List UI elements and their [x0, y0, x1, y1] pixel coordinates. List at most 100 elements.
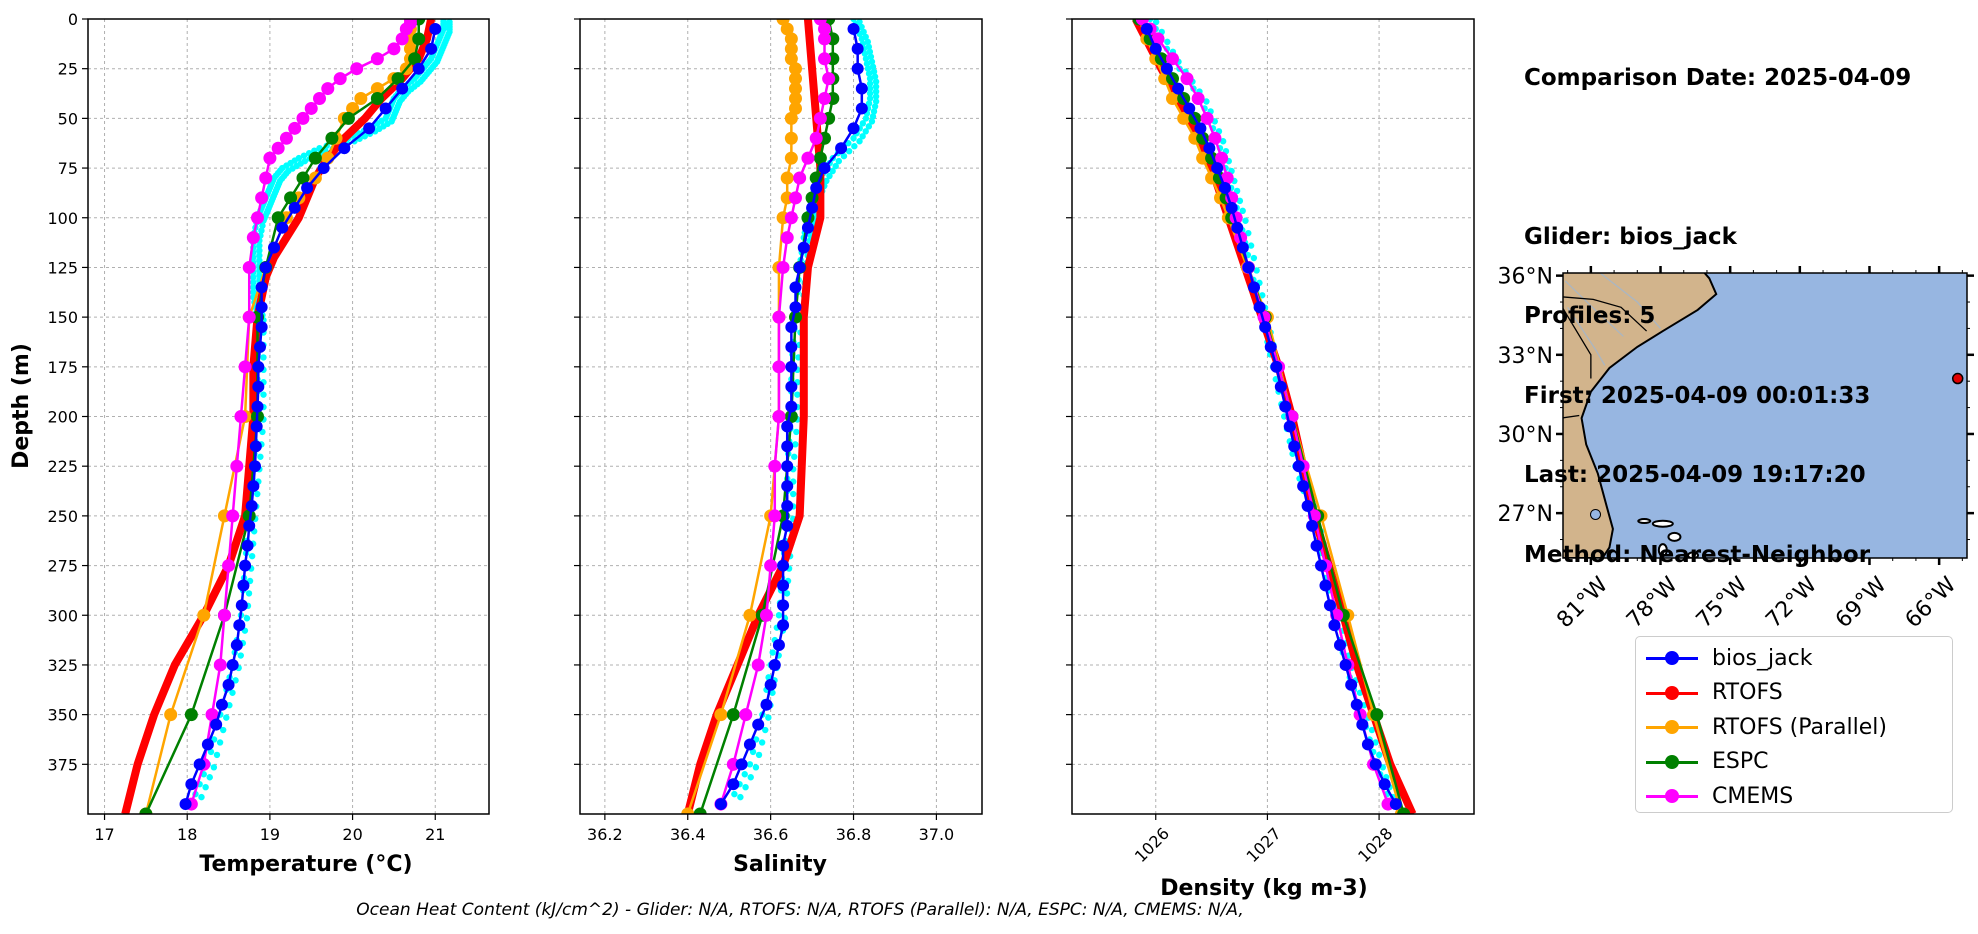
data-point-cmems [739, 708, 753, 722]
comparison-info: Comparison Date: 2025-04-09 Glider: bios… [1524, 12, 1911, 595]
data-point-biosjack [1389, 798, 1402, 811]
y-tick-label: 375 [47, 755, 78, 774]
data-point-biosjack [743, 738, 756, 751]
data-point-cmems [226, 509, 240, 523]
data-point-espc [1397, 807, 1411, 814]
x-tick-label: 21 [425, 825, 445, 844]
data-point-rtofsparallel [784, 111, 798, 125]
data-point-rtofsparallel [346, 101, 360, 115]
data-point-biosjack [781, 440, 794, 453]
glider-name: Glider: bios_jack [1524, 223, 1737, 250]
glider-raw-point [210, 764, 218, 771]
glider-raw-point [862, 115, 870, 122]
glider-raw-point [1239, 207, 1246, 215]
data-point-biosjack [847, 122, 860, 135]
comparison-date: Comparison Date: 2025-04-09 [1524, 65, 1912, 91]
glider-raw-point [865, 100, 873, 107]
data-point-cmems [764, 559, 778, 573]
glider-raw-point [747, 774, 754, 781]
data-point-cmems [1215, 151, 1229, 165]
glider-raw-point [872, 93, 880, 100]
glider-raw-point [1376, 751, 1383, 759]
glider-raw-point [245, 590, 253, 597]
data-point-biosjack [276, 221, 289, 234]
data-point-biosjack [835, 142, 848, 155]
data-point-espc [341, 111, 355, 125]
data-point-rtofsparallel [714, 708, 728, 722]
glider-raw-point [1259, 292, 1266, 299]
glider-raw-point [1250, 254, 1258, 262]
glider-raw-point [731, 790, 738, 798]
data-point-biosjack [1218, 181, 1231, 194]
data-point-biosjack [785, 400, 798, 413]
glider-raw-point [840, 152, 848, 160]
data-point-biosjack [379, 102, 392, 115]
data-point-cmems [813, 111, 827, 125]
glider-raw-point [864, 65, 872, 72]
data-point-biosjack [1160, 62, 1173, 75]
data-point-espc [412, 32, 426, 46]
map-frame [1562, 272, 1968, 559]
depth-axis-label: Depth (m) [9, 343, 34, 469]
data-point-biosjack [781, 499, 794, 512]
data-point-biosjack [797, 241, 810, 254]
data-point-cmems [205, 708, 219, 722]
glider-raw-point [869, 63, 877, 70]
bahamas-island [1657, 543, 1668, 558]
data-point-biosjack [1253, 301, 1266, 314]
glider-raw-point [866, 95, 874, 102]
bahamas-island [1651, 519, 1674, 528]
data-point-cmems [288, 121, 302, 135]
data-point-cmems [768, 459, 782, 473]
glider-raw-point [870, 108, 878, 115]
glider-raw-point [260, 354, 267, 361]
glider-raw-point [250, 274, 257, 281]
data-point-biosjack [412, 62, 425, 75]
x-tick-label: 1028 [1354, 824, 1396, 866]
data-point-biosjack [301, 181, 314, 194]
data-point-cmems [304, 101, 318, 115]
data-point-biosjack [250, 420, 263, 433]
glider-raw-point [243, 615, 251, 622]
data-point-cmems [242, 310, 256, 324]
data-point-biosjack [1319, 579, 1332, 592]
glider-raw-point [232, 677, 239, 684]
glider-raw-point [835, 157, 843, 165]
data-point-rtofsparallel [784, 32, 798, 46]
ocean-heat-content-note: Ocean Heat Content (kJ/cm^2) - Glider: N… [356, 900, 1244, 920]
data-point-espc [391, 72, 405, 86]
glider-raw-point [254, 490, 261, 498]
glider-raw-point [258, 227, 265, 234]
glider-raw-point [769, 689, 776, 696]
data-point-biosjack [855, 102, 868, 115]
data-point-biosjack [1328, 619, 1341, 632]
data-point-espc [693, 807, 707, 814]
plot-area [681, 19, 880, 814]
glider-raw-point [863, 60, 871, 67]
data-point-cmems [213, 658, 227, 672]
glider-raw-point [866, 85, 874, 92]
data-point-rtofsparallel [784, 131, 798, 145]
data-point-cmems [1191, 92, 1205, 105]
data-point-biosjack [781, 460, 794, 473]
y-tick-label: 300 [47, 606, 78, 625]
glider-raw-point [1219, 138, 1227, 145]
glider-raw-point [865, 123, 873, 130]
glider-raw-point [749, 748, 757, 756]
glider-raw-point [793, 428, 800, 436]
data-point-biosjack [1194, 122, 1207, 135]
glider-raw-point [861, 50, 869, 57]
data-point-cmems [1200, 111, 1214, 125]
state-border [1563, 296, 1648, 332]
river [1567, 306, 1606, 366]
glider-raw-point [871, 103, 879, 110]
data-point-biosjack [810, 181, 823, 194]
data-point-biosjack [777, 619, 790, 632]
data-point-biosjack [801, 221, 814, 234]
y-tick-label: 325 [47, 656, 78, 675]
data-point-biosjack [1301, 499, 1314, 512]
data-point-cmems [321, 82, 335, 96]
x-tick-label: 20 [342, 825, 362, 844]
legend-item-espc: ESPC [1644, 745, 1952, 780]
glider-raw-point [868, 118, 876, 125]
